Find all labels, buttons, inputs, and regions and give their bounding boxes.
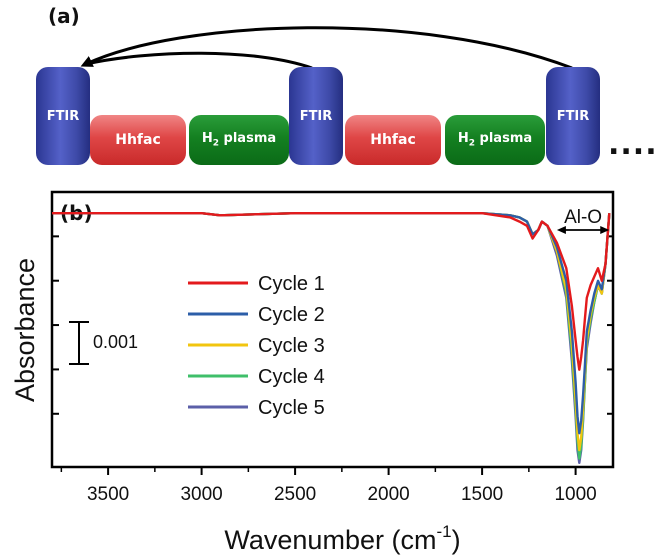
x-tick-label: 3000 [180, 484, 222, 505]
x-tick-label: 1500 [461, 484, 503, 505]
series-line-cycle-2 [52, 211, 611, 435]
plasma-label: H2 plasma [457, 131, 533, 149]
continuation-dots: .... [608, 127, 655, 162]
arrow-long [80, 26, 573, 70]
ftir-label: FTIR [556, 108, 590, 124]
ftir-step-3: FTIR [546, 67, 600, 165]
y-axis-label: Absorbance [10, 258, 40, 402]
x-tick-label: 2500 [274, 484, 316, 505]
plot-frame [50, 190, 615, 469]
legend-label-cycle-2: Cycle 2 [258, 304, 325, 326]
hhfac-step-2: Hhfac [345, 115, 441, 165]
ftir-label: FTIR [299, 108, 333, 124]
annotation-arrowhead-right [600, 226, 610, 234]
panel-a-label: (a) [48, 4, 80, 28]
annotation-al-o: Al-O [564, 207, 602, 228]
x-tick-label: 3500 [87, 484, 129, 505]
legend-label-cycle-3: Cycle 3 [258, 335, 325, 357]
ftir-step-2: FTIR [289, 67, 343, 165]
legend-label-cycle-4: Cycle 4 [258, 366, 325, 388]
arrow-short [85, 51, 313, 70]
hhfac-label: Hhfac [115, 132, 161, 148]
x-axis-label: Wavenumber (cm-1) [224, 522, 460, 555]
scale-bar-label: 0.001 [93, 332, 138, 352]
x-tick-label: 1000 [554, 484, 596, 505]
x-tick-label: 2000 [367, 484, 409, 505]
legend-label-cycle-1: Cycle 1 [258, 273, 325, 295]
cycle-arrows [80, 26, 573, 70]
series-line-cycle-1 [52, 211, 611, 371]
ftir-label: FTIR [46, 108, 80, 124]
annotation-arrowhead-left [556, 226, 566, 234]
h2-plasma-step-1: H2 plasma [189, 115, 289, 165]
plasma-label: H2 plasma [201, 131, 277, 149]
h2-plasma-step-2: H2 plasma [445, 115, 545, 165]
hhfac-label: Hhfac [370, 132, 416, 148]
legend-label-cycle-5: Cycle 5 [258, 397, 325, 419]
ftir-step-1: FTIR [36, 67, 90, 165]
hhfac-step-1: Hhfac [90, 115, 186, 165]
